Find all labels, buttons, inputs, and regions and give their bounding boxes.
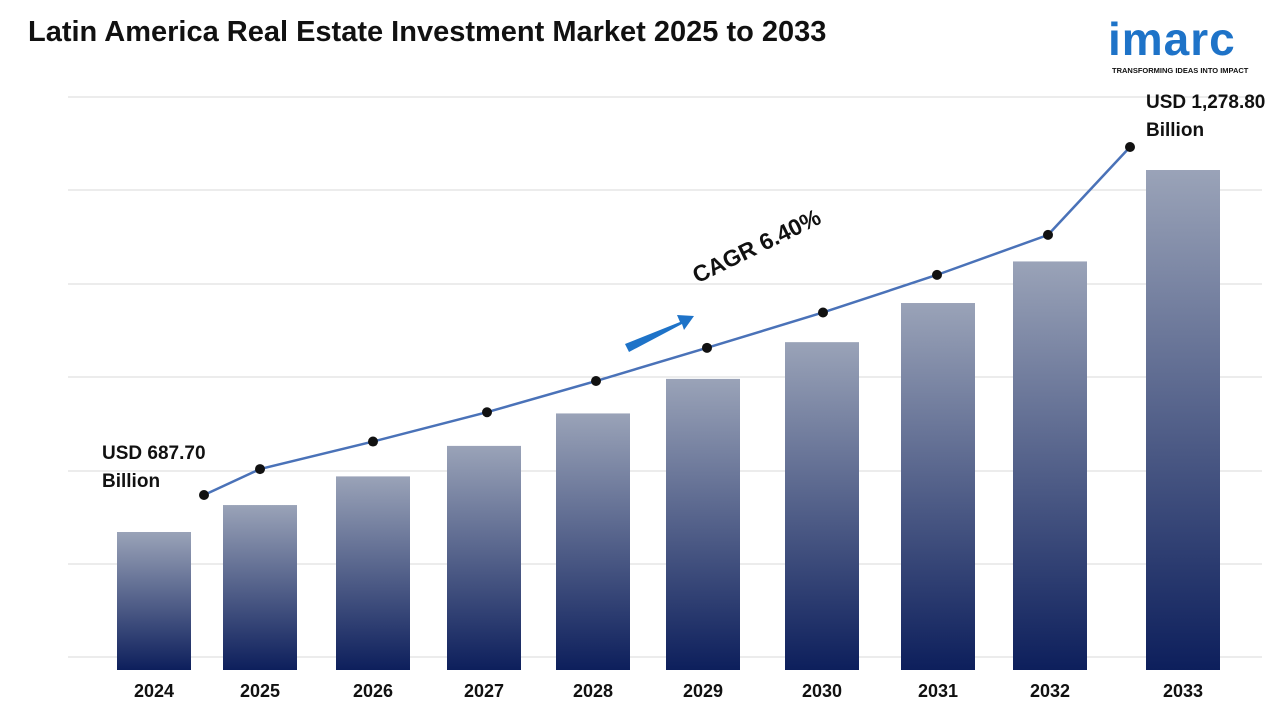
bar: [556, 413, 630, 670]
trend-point: [818, 307, 828, 318]
x-tick-label: 2031: [918, 681, 958, 701]
bar: [223, 505, 297, 670]
end-value-text: USD 1,278.80: [1146, 92, 1266, 113]
chart-title: Latin America Real Estate Investment Mar…: [28, 16, 827, 48]
logo-tagline: TRANSFORMING IDEAS INTO IMPACT: [1112, 66, 1249, 75]
trend-point: [482, 407, 492, 418]
x-tick-label: 2027: [464, 681, 504, 701]
bar: [336, 476, 410, 670]
cagr-arrow-icon: [625, 315, 694, 352]
start-value-text: USD 687.70: [102, 443, 206, 464]
trend-point: [199, 490, 209, 500]
bar: [1146, 170, 1220, 670]
cagr-arrow-shape: [625, 315, 694, 352]
bar: [785, 342, 859, 670]
bar: [117, 532, 191, 670]
trend-polyline: [203, 146, 1131, 497]
bar: [447, 445, 521, 670]
imarc-logo: imarc TRANSFORMING IDEAS INTO IMPACT: [1100, 8, 1275, 80]
trend-point: [932, 269, 942, 280]
trend-point: [702, 342, 712, 353]
bar: [666, 378, 740, 670]
trend-point: [368, 436, 378, 447]
logo-wordmark: imarc: [1108, 13, 1236, 65]
x-tick-label: 2032: [1030, 681, 1070, 701]
bars: [117, 170, 1220, 670]
x-tick-label: 2029: [683, 681, 723, 701]
x-tick-labels: 2024 2025 2026 2027 2028 2029 2030 2031 2032 2033: [134, 681, 1203, 701]
bar: [1013, 261, 1087, 670]
end-unit-text: Billion: [1146, 120, 1205, 141]
trend-point: [1043, 229, 1053, 240]
x-tick-label: 2028: [573, 681, 613, 701]
x-tick-label: 2030: [802, 681, 842, 701]
start-value-annotation: USD 687.70 Billion: [102, 440, 206, 496]
x-tick-label: 2025: [240, 681, 280, 701]
x-tick-label: 2024: [134, 681, 174, 701]
x-tick-label: 2026: [353, 681, 393, 701]
bar: [901, 303, 975, 670]
trend-point: [1125, 142, 1135, 152]
x-tick-label: 2033: [1163, 681, 1203, 701]
trend-point: [255, 464, 265, 475]
end-value-annotation: USD 1,278.80 Billion: [1146, 89, 1265, 145]
trend-point: [591, 376, 601, 387]
start-unit-text: Billion: [102, 471, 161, 492]
trend-line: [199, 142, 1135, 500]
